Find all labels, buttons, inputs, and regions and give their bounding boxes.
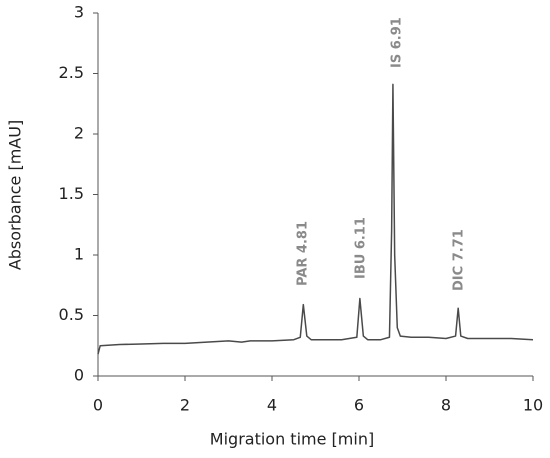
y-tick-label: 1 [74,245,84,264]
y-axis-label: Absorbance [mAU] [6,120,25,270]
x-axis-label: Migration time [min] [210,430,374,449]
peak-label: IBU 6.11 [354,217,369,279]
x-tick-label: 10 [523,396,543,415]
signal-line [97,83,534,355]
y-tick-label: 0 [74,366,84,385]
peak-label: IS 6.91 [390,17,405,68]
x-tick-label: 2 [180,396,190,415]
y-tick-label: 2.5 [59,63,84,82]
y-tick-label: 1.5 [59,184,84,203]
x-tick-label: 4 [267,396,277,415]
y-tick-label: 0.5 [59,305,84,324]
x-tick-label: 6 [354,396,364,415]
peak-label: PAR 4.81 [296,221,311,286]
y-tick-label: 3 [74,3,84,22]
x-tick-label: 8 [441,396,451,415]
peak-label: DIC 7.71 [452,229,467,291]
x-tick-label: 0 [93,396,103,415]
y-tick-label: 2 [74,124,84,143]
